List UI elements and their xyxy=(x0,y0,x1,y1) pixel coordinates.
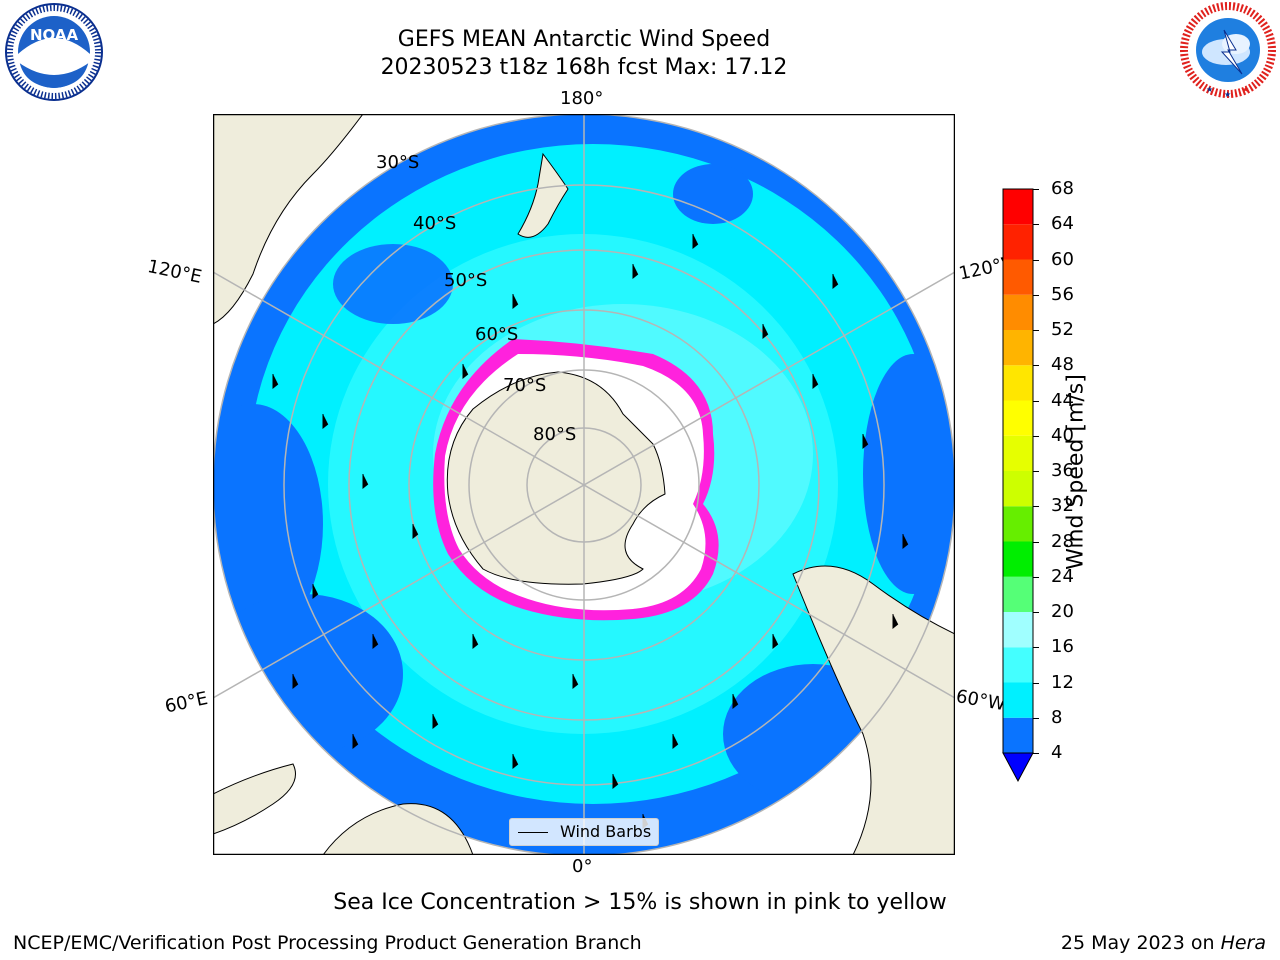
colorbar-segment xyxy=(1003,189,1033,225)
lon-label-120e: 120°E xyxy=(145,256,204,288)
colorbar-segment xyxy=(1003,330,1033,366)
colorbar-tick-mark xyxy=(1033,330,1039,331)
nws-logo: ★ ★ ★ xyxy=(1180,2,1276,99)
colorbar-segment xyxy=(1003,294,1033,330)
colorbar-segment xyxy=(1003,224,1033,260)
footer-date: 25 May 2023 on xyxy=(1060,932,1221,954)
colorbar-label: Wind Speed [m/s] xyxy=(1063,374,1089,570)
colorbar-tick-mark xyxy=(1033,435,1039,437)
colorbar-tick-label: 12 xyxy=(1051,671,1074,693)
colorbar-tick-label: 40 xyxy=(1051,424,1074,446)
map-frame xyxy=(213,114,955,855)
colorbar-tick-label: 56 xyxy=(1051,283,1074,305)
colorbar-tick-mark xyxy=(1033,471,1039,472)
colorbar-tick-label: 36 xyxy=(1051,460,1074,481)
colorbar-tick-mark xyxy=(1033,753,1039,754)
colorbar-tick-mark xyxy=(1033,189,1039,190)
svg-text:★: ★ xyxy=(1206,85,1213,94)
lat-label-30s: 30°S xyxy=(376,152,420,173)
noaa-logo-text: NOAA xyxy=(30,26,79,44)
land-australia-corner xyxy=(213,114,364,325)
colorbar-tick-label: 32 xyxy=(1051,495,1074,517)
colorbar-segment xyxy=(1003,435,1033,471)
colorbar-tick-label: 52 xyxy=(1051,319,1074,340)
colorbar-segment xyxy=(1003,682,1033,718)
map-legend: Wind Barbs xyxy=(509,818,659,846)
colorbar-segment xyxy=(1003,576,1033,612)
colorbar-tick-mark xyxy=(1033,612,1039,613)
colorbar-tick-label: 60 xyxy=(1051,248,1074,270)
footer-machine: Hera xyxy=(1220,932,1266,954)
colorbar-tick-label: 68 xyxy=(1051,178,1074,199)
colorbar-tick-label: 20 xyxy=(1051,601,1074,622)
lon-label-180: 180° xyxy=(560,88,604,109)
colorbar-tick-mark xyxy=(1033,682,1039,684)
colorbar-tick-mark xyxy=(1033,506,1039,508)
land-new-zealand xyxy=(517,152,569,238)
colorbar-tick-mark xyxy=(1033,294,1039,296)
colorbar-tick-mark xyxy=(1033,365,1039,367)
sea-ice-note: Sea Ice Concentration > 15% is shown in … xyxy=(333,890,947,915)
lat-label-80s: 80°S xyxy=(533,424,577,445)
colorbar-tick-label: 24 xyxy=(1051,565,1074,587)
lat-label-50s: 50°S xyxy=(444,270,488,291)
colorbar-segment xyxy=(1003,541,1033,577)
colorbar-extend-triangle xyxy=(1002,752,1034,783)
colorbar-tick-label: 8 xyxy=(1051,706,1063,728)
colorbar-segment xyxy=(1003,612,1033,648)
footer-right: 25 May 2023 on Hera xyxy=(1061,932,1266,954)
svg-text:★: ★ xyxy=(1224,90,1231,99)
colorbar-segment xyxy=(1003,717,1033,753)
noaa-logo: NOAA xyxy=(5,3,103,101)
colorbar-tick-label: 64 xyxy=(1051,213,1074,235)
colorbar-segment xyxy=(1003,647,1033,683)
lon-label-60e: 60°E xyxy=(163,688,210,718)
colorbar-segment xyxy=(1003,471,1033,507)
land-madagascar xyxy=(213,763,296,835)
colorbar-segment xyxy=(1003,259,1033,295)
colorbar-segment xyxy=(1003,506,1033,542)
graticule xyxy=(213,114,955,855)
colorbar-segment xyxy=(1003,365,1033,401)
map-subtitle: 20230523 t18z 168h fcst Max: 17.12 xyxy=(380,55,788,80)
colorbar-tick-label: 48 xyxy=(1051,354,1074,376)
colorbar-tick-mark xyxy=(1033,224,1039,226)
colorbar-tick-label: 16 xyxy=(1051,636,1074,658)
land-antarctica xyxy=(446,371,666,585)
lat-label-70s: 70°S xyxy=(503,375,547,396)
colorbar-tick-label: 44 xyxy=(1051,389,1074,411)
colorbar-tick-label: 28 xyxy=(1051,530,1074,552)
svg-text:★: ★ xyxy=(1242,85,1249,94)
map-title: GEFS MEAN Antarctic Wind Speed xyxy=(397,27,771,52)
colorbar-tick-mark xyxy=(1033,717,1039,719)
wind-barbs xyxy=(272,234,909,830)
colorbar-tick-label: 4 xyxy=(1051,742,1063,763)
lat-label-40s: 40°S xyxy=(413,213,457,234)
wind-barb-legend-swatch xyxy=(518,832,548,833)
colorbar-tick-mark xyxy=(1033,647,1039,649)
polar-map xyxy=(213,114,955,855)
colorbar xyxy=(1002,188,1034,783)
colorbar-tick-mark xyxy=(1033,541,1039,543)
colorbar-tick-mark xyxy=(1033,400,1039,402)
colorbar-tick-mark xyxy=(1033,259,1039,261)
lon-label-0: 0° xyxy=(572,856,593,877)
legend-label: Wind Barbs xyxy=(560,822,652,841)
colorbar-segment xyxy=(1003,400,1033,436)
footer-left: NCEP/EMC/Verification Post Processing Pr… xyxy=(13,932,642,954)
lat-label-60s: 60°S xyxy=(475,324,519,345)
colorbar-tick-mark xyxy=(1033,576,1039,578)
